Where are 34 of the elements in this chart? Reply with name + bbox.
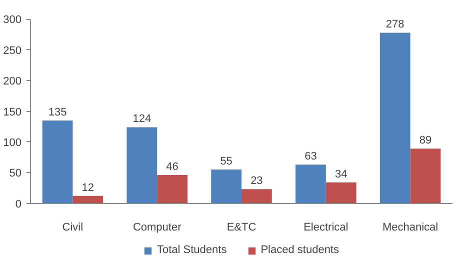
x-tick-label: Civil — [62, 221, 84, 234]
data-label: 135 — [48, 106, 67, 118]
legend-label: Placed students — [260, 244, 339, 256]
data-label: 55 — [220, 156, 232, 168]
data-label: 63 — [304, 150, 317, 163]
bar — [296, 164, 326, 204]
y-tick-label: 200 — [3, 76, 22, 88]
y-tick-label: 100 — [3, 136, 22, 149]
data-label: 89 — [419, 134, 432, 147]
bar — [42, 120, 73, 204]
bar — [326, 182, 356, 204]
y-tick-label: 50 — [9, 168, 22, 180]
x-tick-label: E&TC — [226, 221, 256, 234]
x-tick-label: Electrical — [304, 221, 348, 234]
y-tick-label: 150 — [3, 106, 22, 118]
legend-label: Total Students — [157, 244, 227, 256]
x-tick-label: Computer — [132, 221, 182, 234]
x-tick-label: Mechanical — [382, 221, 438, 234]
bar — [126, 127, 158, 204]
bar — [242, 189, 272, 204]
bar — [211, 170, 242, 204]
data-label: 34 — [334, 168, 348, 180]
data-label: 46 — [166, 161, 178, 174]
bar — [72, 196, 104, 204]
data-label: 278 — [386, 18, 404, 31]
data-label: 23 — [250, 175, 263, 188]
data-label: 12 — [82, 182, 94, 194]
y-tick-label: 300 — [3, 14, 22, 26]
bar — [410, 148, 441, 204]
data-label: 124 — [132, 113, 152, 126]
y-tick-label: 0 — [15, 198, 22, 210]
y-tick-label: 250 — [3, 44, 22, 57]
bar — [380, 32, 410, 204]
bar — [157, 175, 188, 204]
